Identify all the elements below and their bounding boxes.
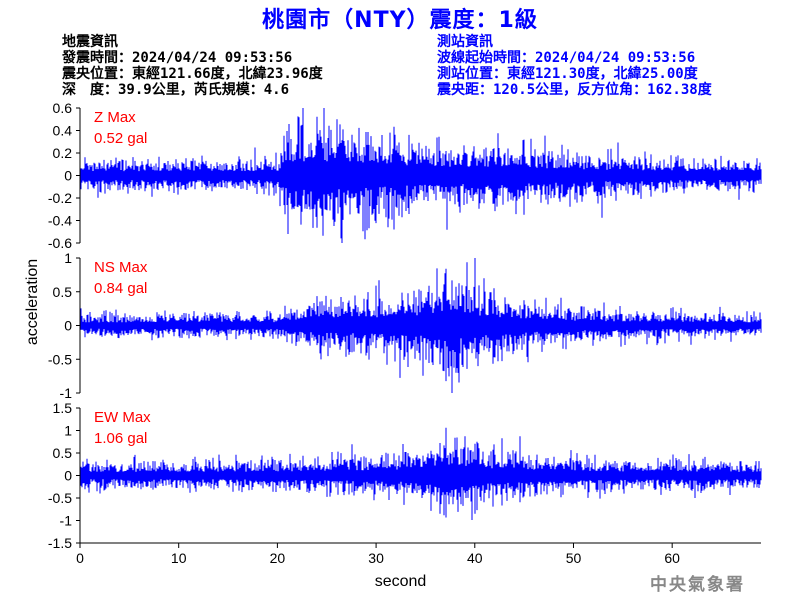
station-location: 測站位置：東經121.30度，北緯25.00度	[437, 66, 698, 82]
earthquake-info: 地震資訊 發震時間：2024/04/24 09:53:56 震央位置：東經121…	[62, 34, 323, 98]
epicenter-location: 震央位置：東經121.66度，北緯23.96度	[62, 66, 323, 82]
y-tick-label: 0	[64, 318, 72, 334]
max-value: 0.84 gal	[94, 280, 147, 297]
agency-credit: 中央氣象署	[650, 575, 745, 595]
epicentral-distance: 震央距：120.5公里，反方位角：162.38度	[437, 82, 712, 98]
station-info-heading: 測站資訊	[437, 34, 493, 50]
panel-ns: 1 0.5 0 -0.5 -1 NS Max 0.84 gal	[48, 250, 762, 401]
y-tick-label: -1.5	[48, 535, 72, 551]
panel-z: 0.6 0.4 0.2 0 -0.2 -0.4 -0.6 Z Max 0.52 gal	[48, 100, 762, 251]
y-tick-label: 0.2	[53, 145, 73, 161]
waveform-z	[79, 108, 762, 243]
y-tick-label: -0.2	[48, 190, 72, 206]
y-tick-label: -0.5	[48, 351, 72, 367]
panel-ew: 1.5 1 0.5 0 -0.5 -1 -1.5 EW Max 1.06 gal	[48, 400, 762, 551]
max-label: Z Max	[94, 109, 136, 126]
x-tick-label: 60	[664, 550, 680, 566]
y-tick-label: 0	[64, 468, 72, 484]
y-tick-label: 1	[64, 423, 72, 439]
depth-magnitude: 深 度：39.9公里，芮氏規模：4.6	[62, 82, 290, 98]
max-value: 0.52 gal	[94, 130, 147, 147]
max-label: NS Max	[94, 259, 148, 276]
y-tick-label: 1	[64, 250, 72, 266]
x-tick-label: 40	[467, 550, 483, 566]
max-value: 1.06 gal	[94, 430, 147, 447]
max-label: EW Max	[94, 409, 151, 426]
x-tick-label: 10	[171, 550, 187, 566]
origin-time: 發震時間：2024/04/24 09:53:56	[62, 50, 293, 66]
waveform-ew	[79, 427, 762, 520]
y-tick-label: -0.4	[48, 213, 72, 229]
earthquake-info-heading: 地震資訊	[62, 34, 118, 50]
x-axis-title: second	[375, 573, 427, 590]
x-tick-label: 20	[270, 550, 286, 566]
y-tick-label: 0.5	[53, 445, 73, 461]
y-tick-label: 0.5	[53, 284, 73, 300]
x-tick-label: 0	[76, 550, 84, 566]
y-tick-label: -0.5	[48, 490, 72, 506]
waveform-start-time: 波線起始時間：2024/04/24 09:53:56	[437, 50, 696, 66]
y-axis-title: acceleration	[24, 259, 41, 345]
y-tick-label: -1	[60, 513, 73, 529]
y-tick-label: 0.4	[53, 123, 73, 139]
y-tick-label: -0.6	[48, 235, 72, 251]
y-tick-label: 0.6	[53, 100, 73, 116]
page-title: 桃園市（NTY）震度：1級	[262, 8, 538, 33]
waveform-ns	[79, 258, 762, 393]
y-tick-label: 1.5	[53, 400, 73, 416]
x-tick-label: 30	[368, 550, 384, 566]
y-tick-label: -1	[60, 385, 73, 401]
station-info: 測站資訊 波線起始時間：2024/04/24 09:53:56 測站位置：東經1…	[437, 34, 712, 98]
x-tick-label: 50	[566, 550, 582, 566]
y-tick-label: 0	[64, 168, 72, 184]
